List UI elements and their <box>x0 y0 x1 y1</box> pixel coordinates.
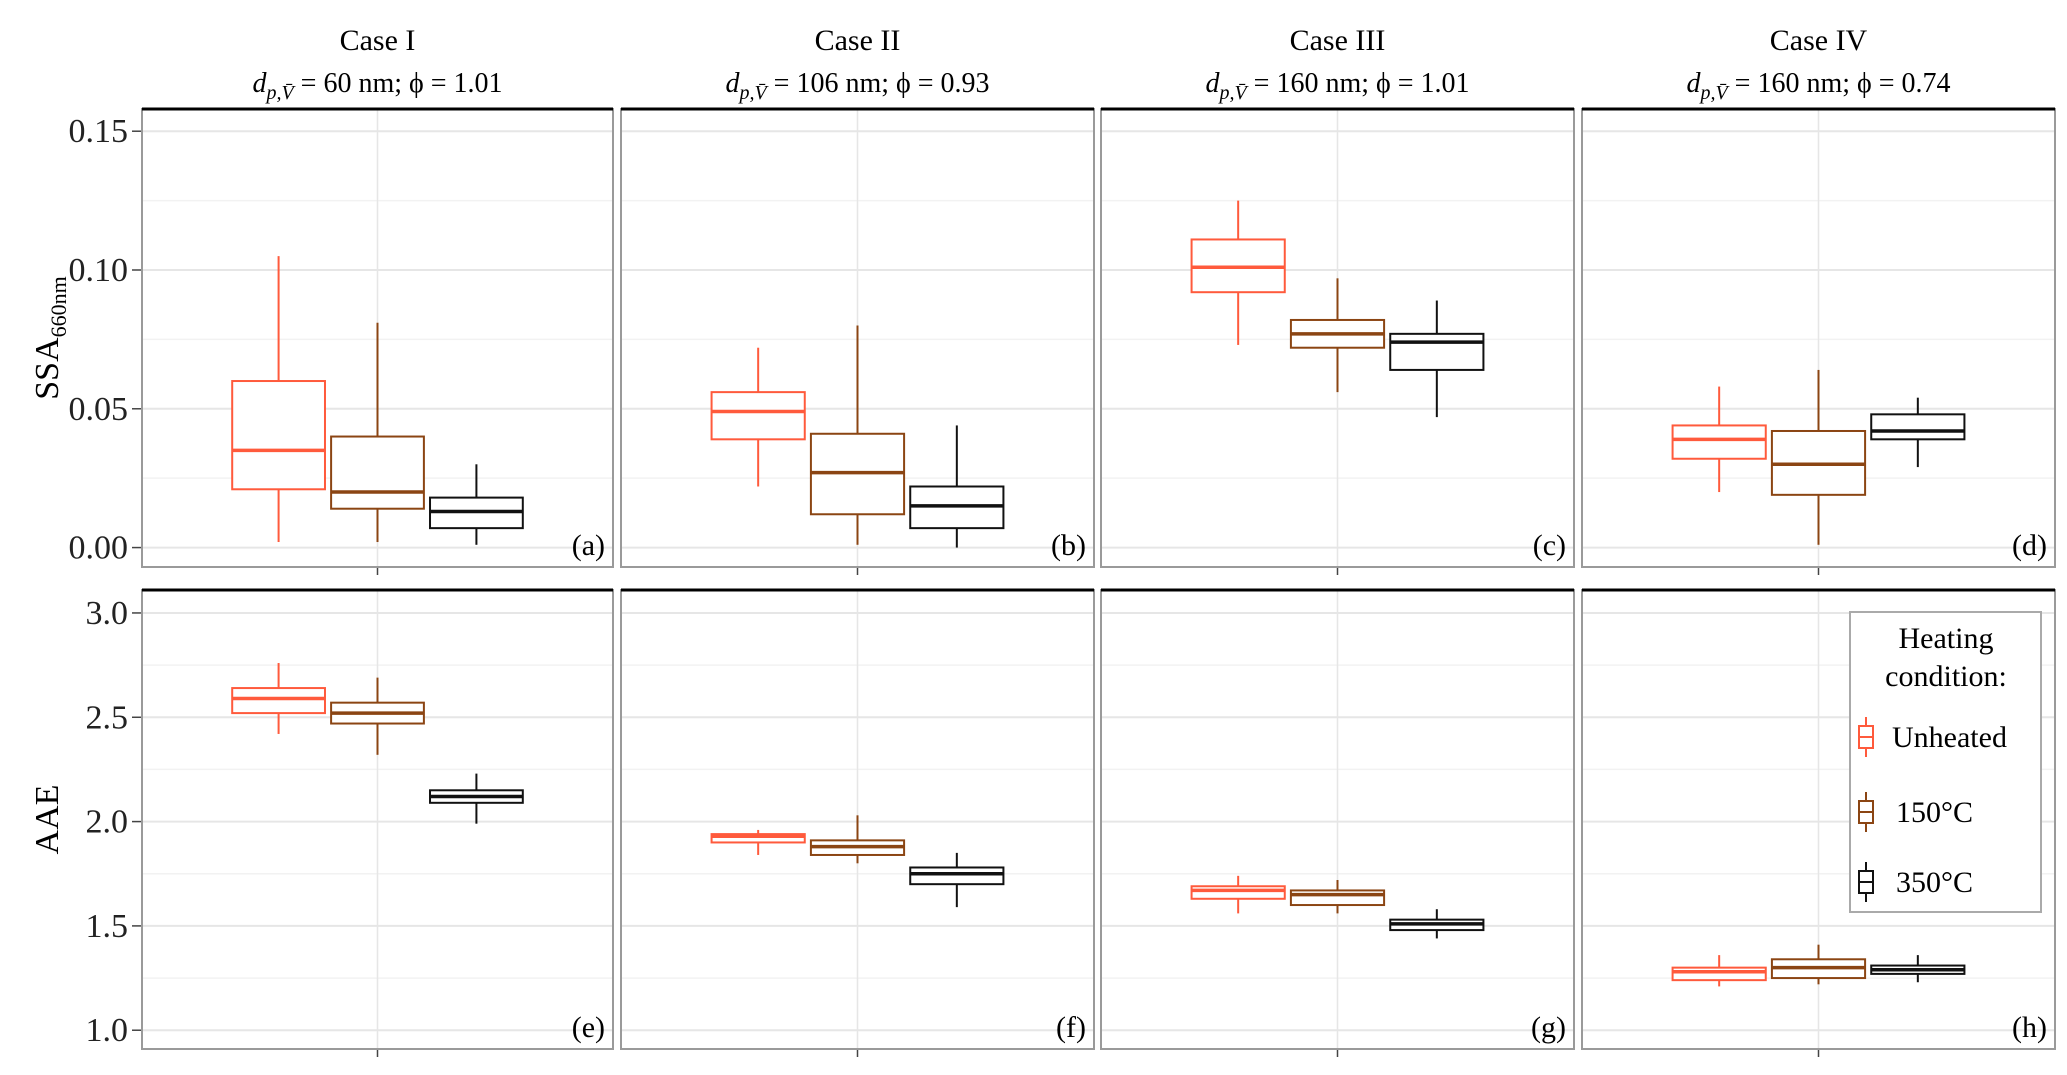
box-150c <box>809 815 906 864</box>
iqr-box <box>1671 424 1767 460</box>
y-tick-label: 0.05 <box>69 391 129 428</box>
legend-label: Unheated <box>1892 721 2007 754</box>
box-unheated <box>1190 875 1286 914</box>
box-350c <box>1389 300 1485 418</box>
iqr-box <box>1671 966 1767 982</box>
panel-label: (b) <box>1051 529 1086 562</box>
y-tick-label: 2.0 <box>86 804 129 841</box>
subtitle-subscript: p,V̄ <box>264 82 296 104</box>
box-150c <box>330 677 425 755</box>
panel-label: (c) <box>1533 529 1566 562</box>
box-350c <box>1870 397 1966 468</box>
box-350c <box>1870 955 1966 983</box>
legend-item: 150°C <box>1858 792 1973 832</box>
box-150c <box>809 325 906 545</box>
box-350c <box>429 464 524 545</box>
iqr-box <box>1190 885 1286 900</box>
box-unheated <box>231 256 326 543</box>
panel: (d) <box>1581 107 2056 575</box>
y-tick-label: 3.0 <box>86 595 129 632</box>
column-title: Case IV <box>1770 24 1868 57</box>
box-350c <box>429 773 524 824</box>
y-tick-label: 0.10 <box>69 252 129 289</box>
legend: Heating condition: Unheated 150°C 350°C <box>1849 611 2042 913</box>
iqr-box <box>231 687 326 715</box>
box-unheated <box>1190 200 1286 345</box>
y-axis-label: SSA660nm <box>29 276 71 400</box>
iqr-box <box>231 380 326 491</box>
subtitle-symbol: d <box>1205 68 1220 99</box>
iqr-box <box>710 833 806 844</box>
panel-label: (h) <box>2012 1011 2047 1044</box>
panel: (f) <box>620 588 1095 1057</box>
box-150c <box>1289 880 1386 914</box>
subtitle-subscript: p,V̄ <box>1698 82 1730 104</box>
iqr-box <box>909 866 1005 886</box>
iqr-box <box>1870 413 1966 441</box>
iqr-box <box>710 391 806 441</box>
panel: (b) <box>620 107 1095 575</box>
iqr-box <box>330 435 425 510</box>
column-subtitle: dp,V̄ = 160 nm; ϕ = 1.01 <box>1205 68 1469 104</box>
legend-label: 150°C <box>1896 796 1973 829</box>
box-unheated <box>710 829 806 855</box>
column-title: Case I <box>340 24 416 57</box>
subtitle-subscript: p,V̄ <box>1217 82 1249 104</box>
legend-item: Unheated <box>1858 717 2007 757</box>
subtitle-text: = 60 nm; ϕ = 1.01 <box>294 68 503 99</box>
panel-label: (g) <box>1531 1011 1566 1044</box>
box-150c <box>330 322 425 543</box>
legend-box <box>1849 611 2042 913</box>
subtitle-symbol: d <box>1686 68 1701 99</box>
panel: (c) <box>1100 107 1575 575</box>
box-unheated <box>1671 386 1767 493</box>
iqr-box <box>1389 332 1485 371</box>
subtitle-text: = 160 nm; ϕ = 1.01 <box>1247 68 1470 99</box>
panel-label: (d) <box>2012 529 2047 562</box>
y-label-subscript: 660nm <box>46 276 71 337</box>
y-tick-label: 1.5 <box>86 908 129 945</box>
legend-title: Heating <box>1899 622 1994 655</box>
panel: (g) <box>1100 588 1575 1057</box>
subtitle-symbol: d <box>725 68 740 99</box>
subtitle-text: = 106 nm; ϕ = 0.93 <box>767 68 990 99</box>
y-label-main: AAE <box>29 785 66 855</box>
subtitle-subscript: p,V̄ <box>737 82 769 104</box>
box-150c <box>1289 278 1386 393</box>
legend-title: condition: <box>1885 660 2007 693</box>
y-tick-label: 1.0 <box>86 1012 129 1049</box>
panel-label: (e) <box>572 1011 605 1044</box>
legend-item: 350°C <box>1858 862 1973 902</box>
panel-label: (f) <box>1056 1011 1086 1044</box>
column-title: Case III <box>1290 24 1386 57</box>
y-label-main: SSA <box>29 337 66 400</box>
box-unheated <box>231 663 326 734</box>
panel: (a) <box>141 107 614 575</box>
column-subtitle: dp,V̄ = 106 nm; ϕ = 0.93 <box>725 68 989 104</box>
y-tick-label: 2.5 <box>86 699 129 736</box>
subtitle-text: = 160 nm; ϕ = 0.74 <box>1728 68 1951 99</box>
subtitle-symbol: d <box>252 68 267 99</box>
panel: (e) <box>141 588 614 1057</box>
box-150c <box>1770 369 1867 545</box>
y-tick-label: 0.15 <box>69 113 129 150</box>
panel-label: (a) <box>572 529 605 562</box>
y-tick-label: 0.00 <box>69 530 129 567</box>
column-title: Case II <box>815 24 901 57</box>
iqr-box <box>1289 889 1386 907</box>
box-150c <box>1770 944 1867 985</box>
box-unheated <box>710 347 806 487</box>
legend-label: 350°C <box>1896 866 1973 899</box>
box-350c <box>909 425 1005 548</box>
box-350c <box>909 852 1005 908</box>
column-subtitle: dp,V̄ = 160 nm; ϕ = 0.74 <box>1686 68 1950 104</box>
y-axis-label: AAE <box>29 785 66 855</box>
box-unheated <box>1671 955 1767 987</box>
box-350c <box>1389 909 1485 939</box>
column-subtitle: dp,V̄ = 60 nm; ϕ = 1.01 <box>252 68 502 104</box>
